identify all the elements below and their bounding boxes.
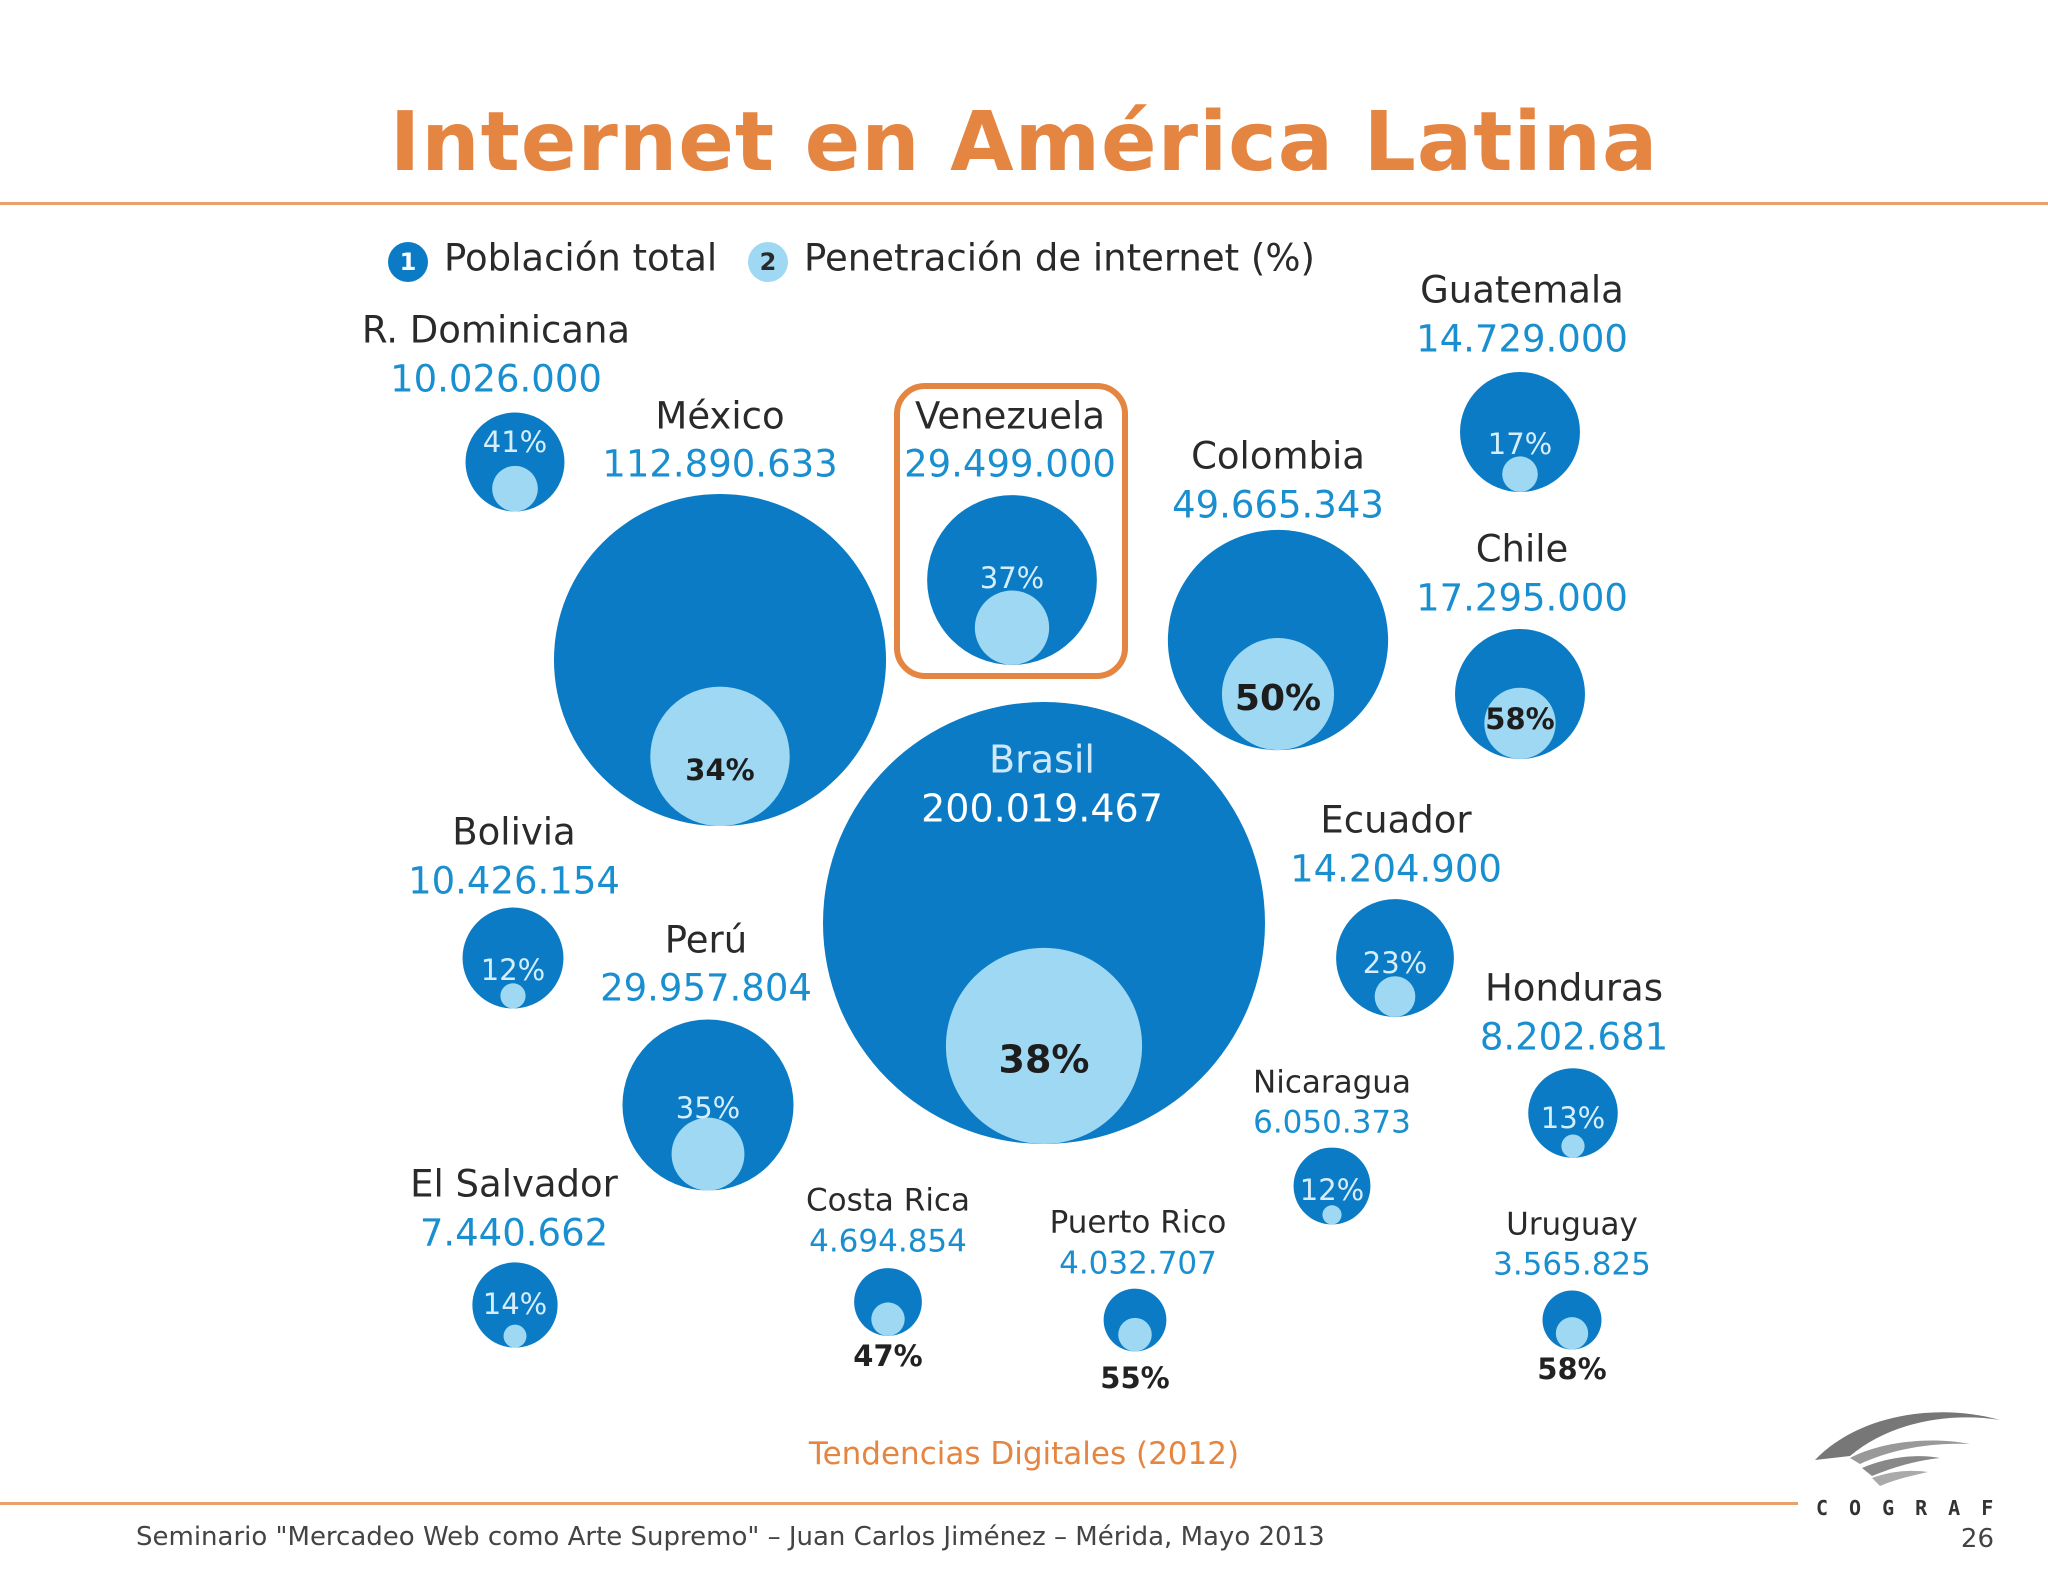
page-number: 26 [1960,1524,1994,1554]
country-population-bolivia: 10.426.154 [408,860,620,903]
penetration-bubble-bolivia [500,983,526,1009]
legend-label-population: Población total [444,237,717,280]
penetration-label-rdominicana: 41% [483,425,547,459]
legend-label-penetration: Penetración de internet (%) [804,237,1315,280]
penetration-label-venezuela: 37% [980,561,1044,595]
penetration-bubble-costarica [871,1302,905,1336]
footer-divider [0,1502,1798,1505]
country-name-venezuela: Venezuela [915,395,1105,438]
penetration-bubble-venezuela [974,590,1050,665]
legend-marker-penetration-number: 2 [760,248,777,276]
country-name-colombia: Colombia [1191,435,1365,478]
population-bubble-bolivia [462,907,564,1009]
country-population-nicaragua: 6.050.373 [1253,1105,1411,1141]
penetration-bubble-puertorico [1118,1317,1152,1352]
country-name-bolivia: Bolivia [452,811,575,854]
penetration-label-chile: 58% [1485,702,1554,736]
penetration-bubble-uruguay [1555,1317,1589,1350]
country-population-venezuela: 29.499.000 [904,443,1116,486]
penetration-label-guatemala: 17% [1488,427,1552,461]
country-name-mexico: México [655,395,784,438]
penetration-bubble-colombia [1221,637,1335,751]
penetration-bubble-chile [1484,687,1556,759]
penetration-label-mexico: 34% [685,753,754,787]
country-population-elsalvador: 7.440.662 [420,1212,608,1255]
country-name-ecuador: Ecuador [1320,799,1472,842]
country-name-guatemala: Guatemala [1420,269,1624,312]
population-bubble-ecuador [1336,899,1454,1017]
population-bubble-mexico [553,493,887,827]
country-population-costarica: 4.694.854 [809,1224,967,1260]
country-name-puertorico: Puerto Rico [1050,1205,1227,1241]
bubble-chart: 1 Población total 2 Penetración de internet… [362,237,1668,1396]
country-population-uruguay: 3.565.825 [1493,1247,1651,1283]
penetration-label-nicaragua: 12% [1300,1173,1364,1207]
population-bubble-honduras [1528,1068,1618,1158]
cograf-logo-icon [1815,1412,2000,1486]
penetration-label-honduras: 13% [1541,1101,1605,1135]
country-name-peru: Perú [665,919,747,962]
penetration-label-bolivia: 12% [481,953,545,987]
population-bubble-costarica [854,1268,922,1336]
penetration-label-colombia: 50% [1235,678,1321,719]
penetration-label-brasil: 38% [999,1038,1090,1082]
country-population-brasil: 200.019.467 [921,787,1163,831]
country-name-uruguay: Uruguay [1506,1207,1638,1243]
country-population-rdominicana: 10.026.000 [390,358,602,401]
country-name-chile: Chile [1476,528,1569,571]
country-name-rdominicana: R. Dominicana [362,309,630,352]
penetration-bubble-nicaragua [1322,1205,1342,1225]
penetration-bubble-guatemala [1502,456,1538,492]
penetration-label-ecuador: 23% [1363,946,1427,980]
population-bubble-guatemala [1460,372,1580,492]
country-population-chile: 17.295.000 [1416,577,1628,620]
legend-marker-penetration [748,242,788,282]
country-population-guatemala: 14.729.000 [1416,318,1628,361]
population-bubble-nicaragua [1293,1147,1371,1225]
legend-marker-population-number: 1 [400,248,417,276]
country-name-costarica: Costa Rica [806,1183,970,1219]
population-bubble-venezuela [927,495,1097,665]
country-population-mexico: 112.890.633 [602,443,837,486]
penetration-bubble-mexico [650,686,790,827]
penetration-bubble-rdominicana [492,465,538,512]
penetration-bubble-ecuador [1374,976,1416,1017]
penetration-label-puertorico: 55% [1100,1361,1169,1395]
country-name-elsalvador: El Salvador [410,1163,619,1206]
population-bubble-brasil [823,702,1265,1144]
highlight-box-venezuela [894,383,1128,679]
country-population-peru: 29.957.804 [600,967,812,1010]
penetration-label-elsalvador: 14% [483,1287,547,1321]
country-population-colombia: 49.665.343 [1172,484,1384,527]
penetration-label-uruguay: 58% [1537,1352,1606,1386]
logo-wordmark: COGRAF [1816,1496,2015,1520]
country-name-honduras: Honduras [1485,967,1663,1010]
footer-text: Seminario "Mercadeo Web como Arte Suprem… [136,1522,1325,1552]
penetration-bubble-peru [671,1117,745,1191]
chart-source: Tendencias Digitales (2012) [808,1436,1240,1472]
penetration-bubble-elsalvador [503,1324,527,1348]
country-population-puertorico: 4.032.707 [1059,1246,1217,1282]
slide-title: Internet en América Latina [389,95,1659,190]
country-population-ecuador: 14.204.900 [1290,848,1502,891]
penetration-bubble-honduras [1561,1134,1585,1158]
title-divider [0,202,2048,205]
penetration-label-costarica: 47% [853,1339,922,1373]
country-name-brasil: Brasil [989,738,1095,782]
population-bubble-peru [622,1019,794,1191]
penetration-label-peru: 35% [676,1091,740,1125]
country-population-honduras: 8.202.681 [1480,1016,1668,1059]
population-bubble-elsalvador [472,1262,558,1348]
population-bubble-rdominicana [465,412,565,512]
country-name-nicaragua: Nicaragua [1253,1065,1411,1101]
legend-marker-population [388,242,428,282]
penetration-bubble-brasil [945,947,1143,1144]
